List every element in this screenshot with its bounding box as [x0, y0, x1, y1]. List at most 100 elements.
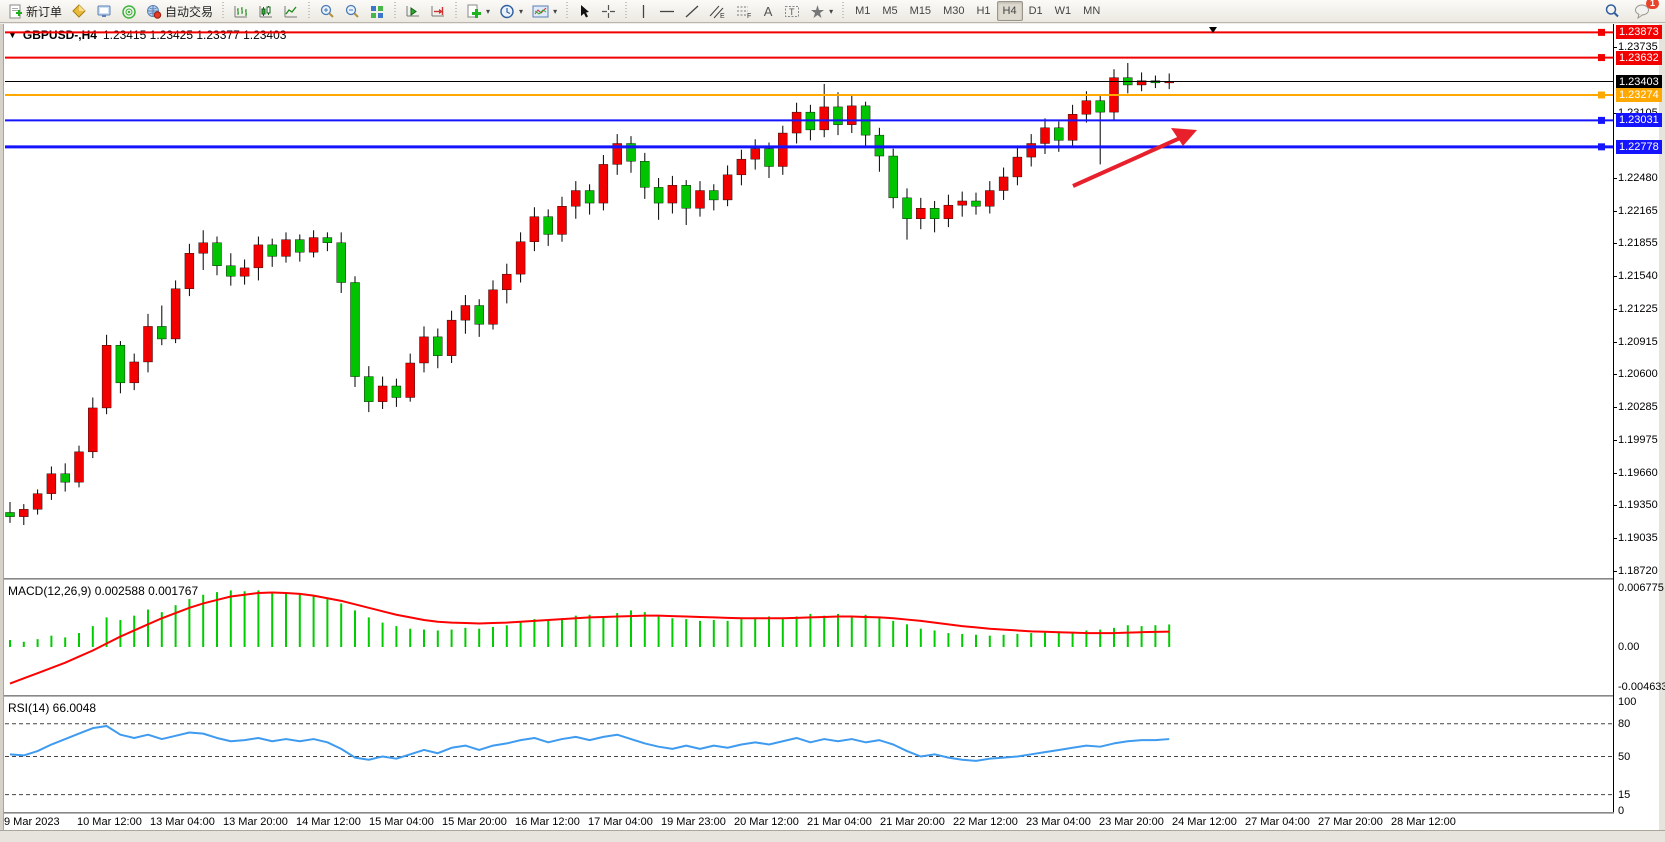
line-chart-icon [284, 5, 298, 17]
timeframe-button-m15[interactable]: M15 [909, 5, 932, 17]
macd-signal-line [9, 591, 1170, 685]
trend-arrow[interactable] [1072, 132, 1190, 188]
signals-button[interactable] [117, 1, 141, 21]
timeframe-button-m30[interactable]: M30 [943, 5, 965, 17]
toolbar-separator [840, 2, 847, 20]
time-axis-label: 20 Mar 12:00 [734, 816, 799, 828]
zoom-in-button[interactable] [315, 1, 339, 21]
line-handle[interactable] [1598, 28, 1605, 36]
candle-body [888, 155, 898, 199]
candle-body [281, 239, 291, 257]
auto-scroll-icon [406, 5, 420, 16]
timeframe-button-h4[interactable]: H4 [996, 1, 1023, 21]
vertical-line-tool-button[interactable] [632, 1, 654, 21]
rsi-axis-label: 100 [1618, 696, 1637, 708]
horizontal-line-tool-button[interactable] [655, 1, 679, 21]
time-axis-label: 13 Mar 04:00 [150, 816, 215, 828]
axis-tick-mark [1613, 46, 1617, 48]
window-bottom-edge [0, 830, 1665, 842]
vertical-line-icon [642, 4, 644, 18]
candle-body [916, 208, 926, 219]
window-left-edge [0, 24, 4, 842]
candle-body [653, 187, 664, 204]
trendline-tool-button[interactable] [680, 1, 704, 21]
metaquotes-button[interactable] [67, 1, 91, 21]
macd-label: MACD(12,26,9) 0.002588 0.001767 [8, 584, 199, 598]
fibonacci-tool-button[interactable]: F [731, 1, 756, 21]
line-handle[interactable] [1598, 143, 1605, 151]
chart-shift-button[interactable] [426, 1, 450, 21]
window-right-edge [1659, 24, 1665, 842]
timeframe-button-mn[interactable]: MN [1083, 5, 1101, 17]
candle-body [626, 143, 636, 162]
trend-arrow-head[interactable] [1171, 128, 1197, 146]
candle-body [60, 473, 70, 483]
time-axis-label: 19 Mar 23:00 [661, 816, 726, 828]
timeframe-button-m1[interactable]: M1 [855, 5, 871, 17]
text-tool-button[interactable]: A [757, 1, 779, 21]
candle-body [460, 305, 471, 321]
macd-axis-label: 0.006775 [1618, 581, 1664, 594]
candle-body [5, 512, 15, 517]
price-badge: 1.23873 [1616, 25, 1662, 40]
price-tick-label: 1.21540 [1618, 270, 1658, 283]
new-order-button[interactable]: 新订单 [4, 1, 66, 21]
axis-tick-mark [1613, 374, 1617, 376]
time-axis-label: 27 Mar 20:00 [1318, 816, 1383, 828]
candle-body [488, 289, 498, 325]
candlestick-chart-button[interactable] [254, 1, 278, 21]
collapse-arrow-icon[interactable]: ▼ [8, 30, 17, 40]
timeframe-group: M1 M5 M15 M30 H1 H4 D1 W1 MN [849, 1, 1106, 21]
shapes-tool-button[interactable]: ▾ [806, 1, 837, 21]
zoom-out-button[interactable] [340, 1, 364, 21]
timeframe-button-h1[interactable]: H1 [976, 5, 991, 17]
candle-body [419, 336, 429, 364]
shapes-icon [811, 4, 825, 18]
timeframe-button-w1[interactable]: W1 [1054, 5, 1072, 17]
bar-chart-button[interactable] [229, 1, 253, 21]
text-label-tool-button[interactable]: T [780, 1, 805, 21]
template-button[interactable]: ▾ [528, 1, 561, 21]
autotrade-button[interactable]: 自动交易 [142, 1, 217, 21]
add-indicator-button[interactable]: ▾ [462, 1, 494, 21]
chart-window: ▼ GBPUSD-,H4 1.23415 1.23425 1.23377 1.2… [0, 24, 1665, 842]
horizontal-line-icon [660, 10, 675, 12]
candle-body [667, 185, 678, 204]
line-handle[interactable] [1598, 116, 1605, 124]
auto-scroll-button[interactable] [401, 1, 425, 21]
candle-body [322, 237, 333, 243]
candle-body [847, 105, 857, 125]
price-tick-label: 1.19660 [1618, 466, 1658, 479]
time-axis-label: 15 Mar 04:00 [369, 816, 434, 828]
tile-windows-button[interactable] [365, 1, 389, 21]
period-clock-button[interactable]: ▾ [495, 1, 527, 21]
axis-tick-mark [1613, 571, 1617, 572]
axis-tick-mark [1613, 538, 1617, 540]
time-marker-icon [1209, 27, 1217, 33]
toolbar-separator [623, 2, 630, 20]
timeframe-button-m5[interactable]: M5 [882, 5, 898, 17]
notifications-button[interactable]: 1 [1630, 0, 1659, 21]
candle-body [543, 216, 553, 235]
cursor-tool-button[interactable] [573, 1, 596, 21]
search-button[interactable] [1600, 1, 1624, 21]
candle-body [695, 190, 705, 209]
rsi-panel-separator[interactable] [4, 695, 1614, 697]
time-axis[interactable]: 9 Mar 2023 10 Mar 12:00 13 Mar 04:00 13 Mar… [4, 814, 1614, 830]
line-chart-button[interactable] [279, 1, 303, 21]
chart-plot[interactable] [0, 24, 1665, 842]
candle-body [1067, 114, 1078, 141]
line-handle[interactable] [1598, 91, 1605, 99]
price-tick-label: 1.21855 [1618, 237, 1658, 250]
macd-panel-separator[interactable] [4, 578, 1614, 580]
time-axis-separator [4, 812, 1614, 814]
dropdown-arrow-icon: ▾ [829, 6, 834, 16]
time-axis-label: 23 Mar 04:00 [1026, 816, 1091, 828]
candle-body [101, 345, 112, 409]
line-handle[interactable] [1598, 54, 1605, 62]
candle-body [377, 385, 388, 402]
terminal-button[interactable] [92, 1, 116, 21]
equidistant-channel-tool-button[interactable]: E [705, 1, 730, 21]
crosshair-tool-button[interactable] [597, 1, 620, 21]
timeframe-button-d1[interactable]: D1 [1028, 5, 1043, 17]
